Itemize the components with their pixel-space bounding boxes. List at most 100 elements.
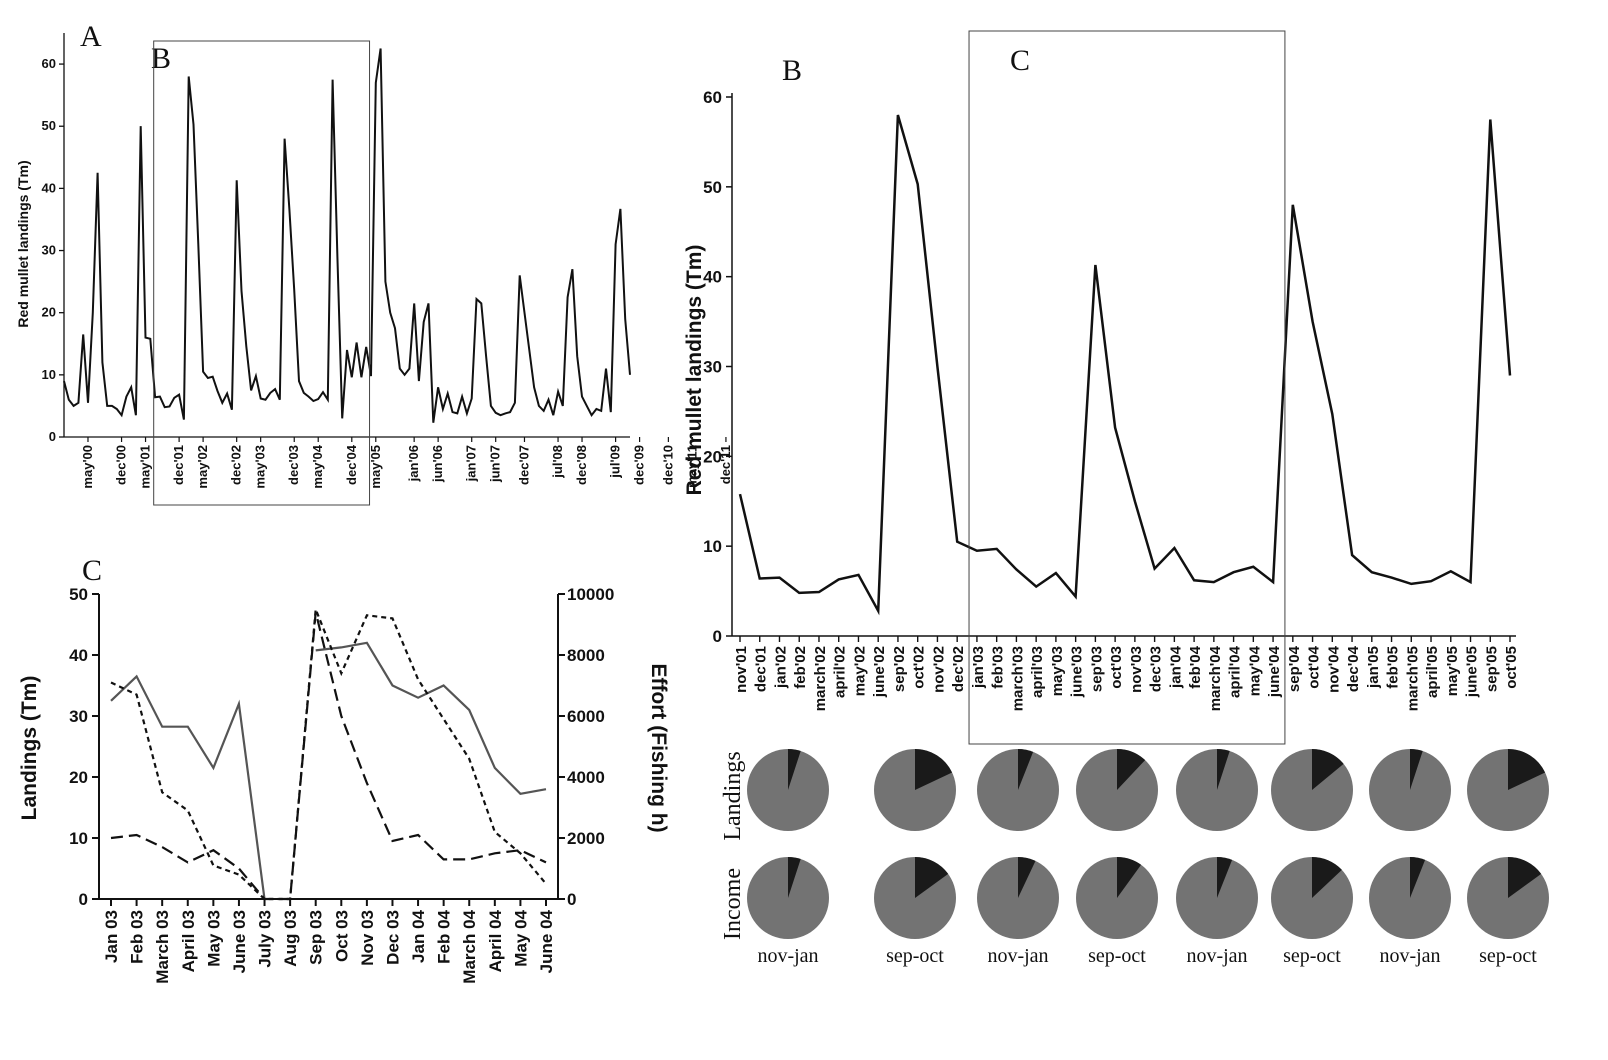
pie-landings-share-slice	[1312, 749, 1344, 790]
panel-c-xtick-label: Feb 04	[435, 909, 454, 963]
panel-c-ytick-label: 10	[69, 829, 88, 848]
panel-b-ytick-label: 50	[703, 178, 722, 197]
pie-column-label: nov-jan	[757, 945, 818, 967]
panel-c-y2tick-label: 6000	[567, 707, 605, 726]
pie-income-share-slice	[1018, 856, 1036, 898]
panel-c-letter: C	[82, 554, 102, 587]
panel-a-xtick-label: may'11	[684, 445, 699, 488]
panel-b-xtick-label: june'04	[1266, 645, 1283, 698]
panel-a-xtick-label: dec'09	[632, 445, 647, 485]
panel-b-xtick-label: sep'02	[891, 646, 908, 692]
panel-b-xtick-label: feb'05	[1385, 646, 1402, 689]
panel-c-y2tick-label: 0	[567, 890, 576, 909]
pie-landings-share-slice	[1410, 748, 1423, 790]
panel-a-xtick-label: jul'09	[608, 445, 623, 479]
panel-b-ytick-label: 60	[703, 88, 722, 107]
panel-b-xtick-label: jan'02	[772, 646, 789, 689]
panel-b-xtick-label: jan'03	[970, 646, 987, 689]
panel-b-xtick-label: jan'05	[1365, 646, 1382, 689]
panel-b-xtick-label: sep'05	[1483, 646, 1500, 692]
pie-landings-share-slice	[1018, 749, 1034, 790]
pie-landings-share-slice	[1117, 748, 1146, 790]
panel-b-xtick-label: oct'02	[911, 646, 928, 689]
panel-b-xtick-label: june'05	[1464, 646, 1481, 698]
pie-column-label: sep-oct	[886, 945, 944, 967]
panel-c-xtick-label: Jan 03	[102, 910, 121, 963]
panel-a-ytick-label: 0	[49, 429, 56, 444]
pie-column-label: nov-jan	[987, 945, 1048, 967]
panel-a-ytick-label: 30	[42, 243, 56, 258]
panel-b-ytick-label: 40	[703, 268, 722, 287]
panel-b-xtick-label: dec'01	[753, 646, 770, 692]
panel-c-series-dashed-line	[110, 612, 547, 901]
pie-column-label: sep-oct	[1283, 945, 1341, 967]
panel-b-xtick-label: dec'04	[1345, 645, 1362, 692]
panel-a-xtick-label: jan'07	[464, 445, 479, 482]
panel-c-xtick-label: Nov 03	[358, 910, 377, 966]
panel-b-zoom-box	[968, 30, 1286, 745]
panel-b-xtick-label: oct'04	[1306, 645, 1323, 688]
panel-a-letter: A	[80, 20, 102, 53]
pie-landings-share-slice	[788, 748, 801, 790]
panel-c-xtick-label: March 04	[460, 909, 479, 983]
panel-b-xtick-label: nov'04	[1325, 645, 1342, 693]
panel-b-xtick-label: feb'03	[990, 646, 1007, 689]
panel-c-xtick-label: Dec 03	[383, 910, 402, 965]
panel-b-chart: B C Red mullet landings (Tm) 0 10 20 30 40 50…	[683, 30, 1520, 745]
panel-b-ylabel: Red mullet landings (Tm)	[683, 245, 706, 496]
panel-c-y2tick-label: 8000	[567, 646, 605, 665]
panel-a-xtick-label: may'02	[195, 445, 210, 489]
panel-c-xtick-label: April 04	[486, 909, 505, 972]
panel-b-xtick-label: may'03	[1049, 646, 1066, 696]
panel-c-xtick-label: Aug 03	[281, 910, 300, 967]
panel-c-xtick-label: May 04	[511, 909, 530, 966]
panel-b-xtick-label: feb'02	[792, 646, 809, 689]
panel-c-ytick-label: 50	[69, 585, 88, 604]
panel-c-xtick-label: June 04	[537, 909, 556, 973]
panel-b-ytick-label: 0	[713, 627, 722, 646]
panel-a-xtick-label: dec'07	[516, 445, 531, 485]
panel-c-y2label: Effort (Fishing h)	[647, 663, 670, 832]
panel-c-ylabel: Landings (Tm)	[18, 676, 41, 821]
panel-c-xtick-label: March 03	[153, 910, 172, 984]
panel-c-series-solid-line	[110, 674, 266, 900]
panel-a-xtick-label: may'04	[310, 444, 325, 488]
panel-b-xtick-label: dec'03	[1148, 646, 1165, 692]
panel-c-y2tick-label: 4000	[567, 768, 605, 787]
panel-b-xtick-label: sep'03	[1088, 646, 1105, 692]
panel-a-xtick-label: dec'10	[660, 445, 675, 485]
pie-column-label: nov-jan	[1379, 945, 1440, 967]
panel-c-ytick-label: 30	[69, 707, 88, 726]
panel-a-xtick-label: jan'06	[406, 445, 421, 482]
pie-column-label: sep-oct	[1479, 945, 1537, 967]
panel-b-xtick-label: sep'04	[1286, 645, 1303, 692]
pie-row-label-income: Income	[720, 868, 746, 940]
panel-b-xtick-label: may'02	[851, 646, 868, 696]
panel-b-xtick-label: april'04	[1227, 645, 1244, 698]
panel-b-xtick-label: feb'04	[1187, 645, 1204, 688]
pie-landings-share-slice	[1217, 748, 1230, 790]
pie-landings-share-slice	[915, 749, 953, 790]
pie-income-share-slice	[788, 857, 801, 898]
panel-a-ylabel: Red mullet landings (Tm)	[15, 160, 31, 327]
panel-a-xtick-label: jul'08	[550, 445, 565, 479]
pie-income-share-slice	[1312, 857, 1342, 898]
panel-b-series-line	[738, 114, 1512, 616]
pie-landings-share-slice	[1508, 749, 1546, 790]
pie-income-share-slice	[1410, 857, 1426, 898]
panel-b-box-letter: C	[1010, 44, 1030, 77]
panel-c-ytick-label: 20	[69, 768, 88, 787]
pie-income-share-slice	[1508, 857, 1542, 898]
panel-a-xtick-label: dec'11	[718, 445, 733, 484]
panel-a-xtick-label: may'03	[253, 445, 268, 489]
pie-income-share-slice	[1217, 857, 1233, 898]
panel-b-xtick-label: april'02	[832, 646, 849, 698]
panel-c-y2tick-label: 10000	[567, 585, 614, 604]
panel-a-ytick-label: 50	[42, 118, 56, 133]
panel-a-xtick-label: dec'01	[171, 445, 186, 485]
panel-b-xtick-label: nov'02	[930, 646, 947, 693]
panel-a-box-letter: B	[151, 42, 171, 75]
panel-b-xtick-label: nov'03	[1128, 646, 1145, 693]
panel-a-ytick-label: 60	[42, 56, 56, 71]
